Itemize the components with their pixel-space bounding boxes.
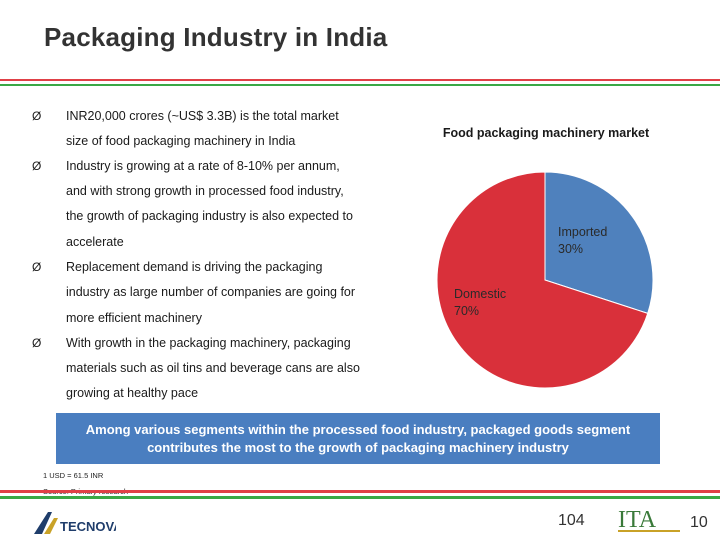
bullet-marker: Ø: [32, 159, 42, 173]
footnote-exchange-rate: 1 USD = 61.5 INR: [43, 471, 104, 480]
bullet-1-line-2: size of food packaging machinery in Indi…: [66, 134, 296, 148]
bullet-2-line-3: the growth of packaging industry is also…: [66, 209, 353, 223]
page-number-right: 10: [690, 514, 708, 531]
bullet-2-line-2: and with strong growth in processed food…: [66, 184, 344, 198]
bullet-marker: Ø: [32, 260, 42, 274]
header-rule-green: [0, 84, 720, 86]
bullet-2-line-1: Industry is growing at a rate of 8-10% p…: [66, 159, 340, 173]
bullet-4-line-3: growing at healthy pace: [66, 386, 199, 400]
bullet-marker: Ø: [32, 109, 42, 123]
pie-label-domestic: Domestic 70%: [454, 286, 506, 320]
pie-label-imported-value: 30%: [558, 242, 584, 256]
bullet-3-line-1: Replacement demand is driving the packag…: [66, 260, 323, 274]
footer-rule-green: [0, 496, 720, 499]
tecnova-logo-text: TECNOVA: [60, 519, 116, 534]
pie-label-imported-name: Imported: [558, 225, 608, 239]
tecnova-logo: TECNOVA: [30, 504, 116, 540]
bullet-3-line-2: industry as large number of companies ar…: [66, 285, 356, 299]
bullet-marker: Ø: [32, 336, 42, 350]
highlight-banner: Among various segments within the proces…: [56, 413, 660, 464]
bullet-2-line-4: accelerate: [66, 235, 124, 249]
ita-logo: ITA: [618, 507, 680, 533]
pie-label-domestic-name: Domestic: [454, 287, 507, 301]
bullet-3-line-3: more efficient machinery: [66, 311, 202, 325]
slide-title: Packaging Industry in India: [44, 22, 388, 52]
bullet-4-line-1: With growth in the packaging machinery, …: [66, 336, 351, 350]
footer-rule-red: [0, 490, 720, 493]
pie-label-domestic-value: 70%: [454, 304, 480, 318]
header-rule-red: [0, 79, 720, 81]
banner-text: Among various segments within the proces…: [85, 421, 631, 455]
bullet-1-line-1: INR20,000 crores (~US$ 3.3B) is the tota…: [66, 109, 339, 123]
pie-slice-domestic: [436, 171, 649, 389]
ita-logo-text: ITA: [618, 507, 657, 533]
pie-label-imported: Imported 30%: [558, 224, 607, 258]
page-number-center: 104: [558, 512, 585, 529]
chart-title: Food packaging machinery market: [442, 126, 650, 140]
pie-slice-imported: [544, 171, 654, 315]
bullet-4-line-2: materials such as oil tins and beverage …: [66, 361, 360, 375]
